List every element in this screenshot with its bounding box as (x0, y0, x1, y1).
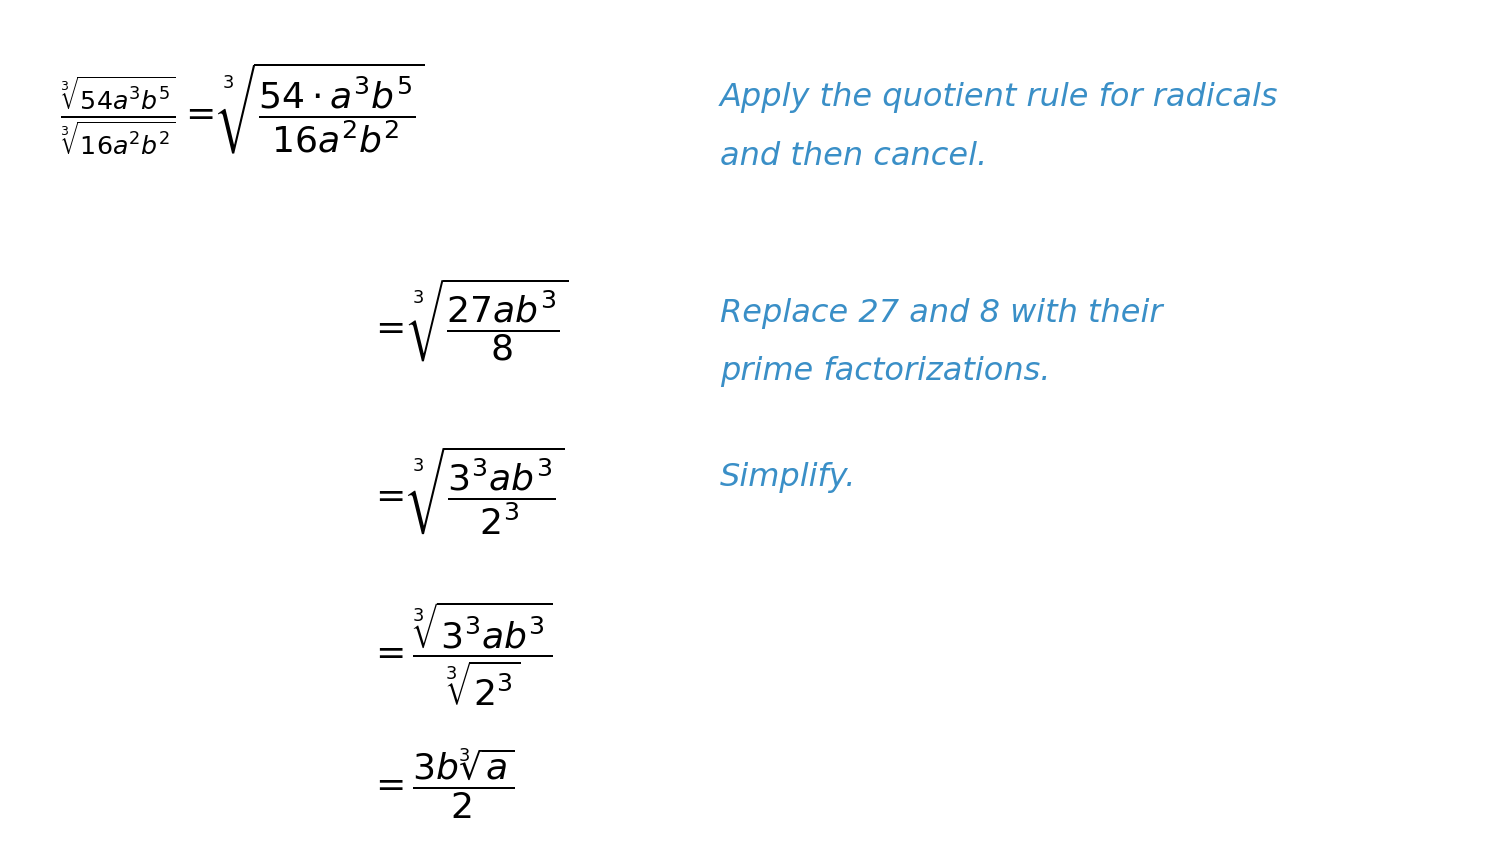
Text: $= \sqrt[3]{\dfrac{3^3 ab^3}{2^3}}$: $= \sqrt[3]{\dfrac{3^3 ab^3}{2^3}}$ (368, 444, 564, 537)
Text: and then cancel.: and then cancel. (720, 141, 987, 172)
Text: Simplify.: Simplify. (720, 462, 856, 493)
Text: $= \dfrac{3b\sqrt[3]{a}}{2}$: $= \dfrac{3b\sqrt[3]{a}}{2}$ (368, 746, 513, 821)
Text: prime factorizations.: prime factorizations. (720, 356, 1050, 387)
Text: $= \sqrt[3]{\dfrac{27ab^3}{8}}$: $= \sqrt[3]{\dfrac{27ab^3}{8}}$ (368, 276, 568, 363)
Text: Apply the quotient rule for radicals: Apply the quotient rule for radicals (720, 82, 1278, 113)
Text: $\frac{\sqrt[3]{54a^3b^5}}{\sqrt[3]{16a^2b^2}} = \sqrt[3]{\dfrac{54 \cdot a^3b^5: $\frac{\sqrt[3]{54a^3b^5}}{\sqrt[3]{16a^… (60, 60, 424, 156)
Text: Replace 27 and 8 with their: Replace 27 and 8 with their (720, 298, 1162, 329)
Text: $= \dfrac{\sqrt[3]{3^3 ab^3}}{\sqrt[3]{2^3}}$: $= \dfrac{\sqrt[3]{3^3 ab^3}}{\sqrt[3]{2… (368, 600, 552, 709)
